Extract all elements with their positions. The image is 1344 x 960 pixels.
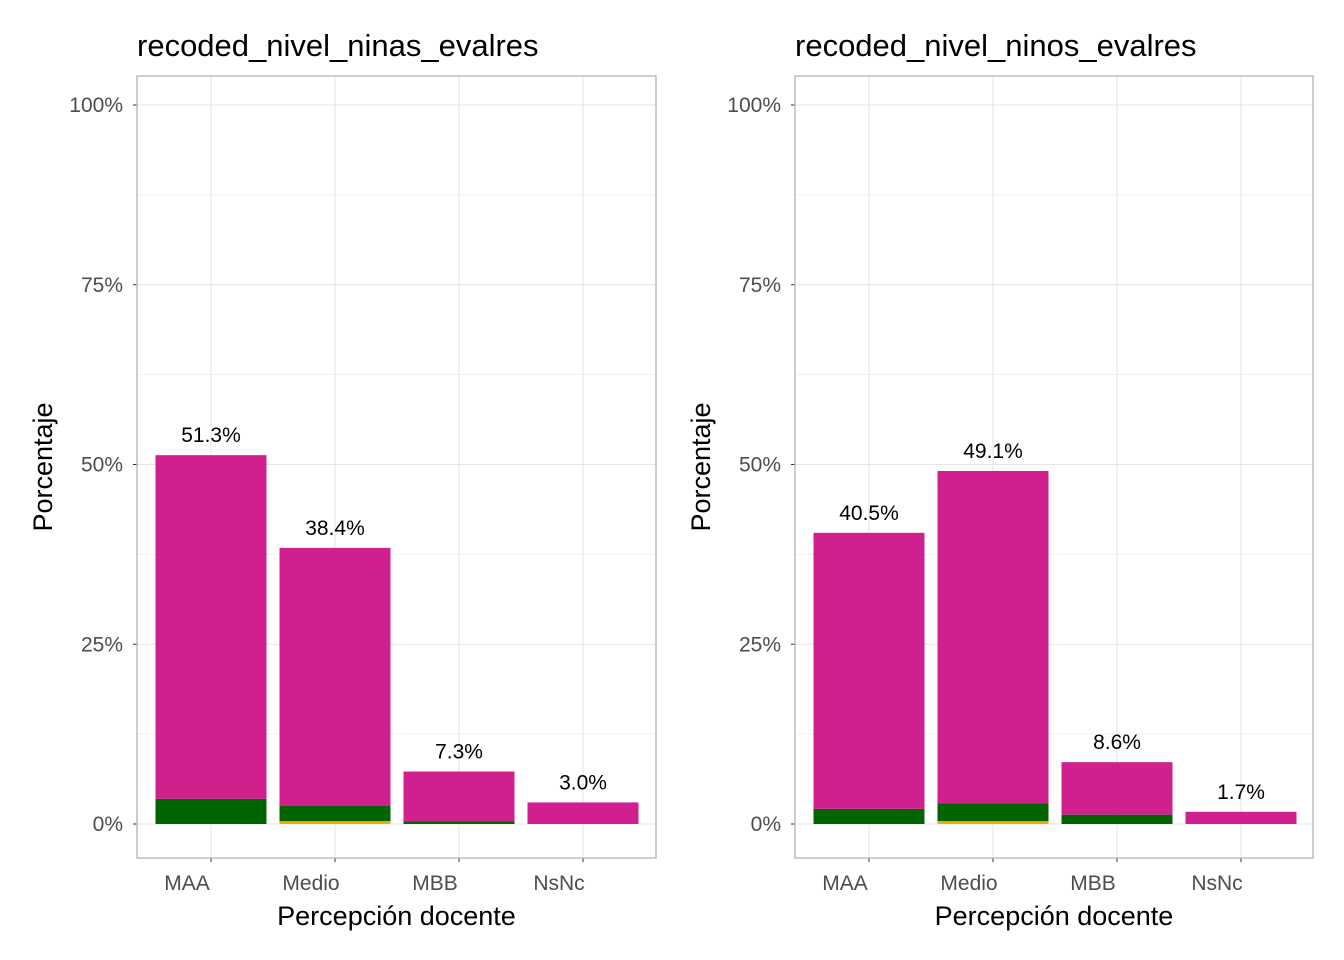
data-label: 8.6% bbox=[1093, 731, 1141, 754]
y-tick-label: 50% bbox=[81, 454, 123, 477]
bar-segment-pink bbox=[1061, 762, 1173, 815]
data-label: 7.3% bbox=[435, 741, 483, 764]
y-tick-label: 75% bbox=[81, 274, 123, 297]
data-label: 1.7% bbox=[1217, 781, 1265, 804]
panel-border bbox=[794, 75, 1314, 859]
bar-segment-green bbox=[1061, 814, 1173, 824]
x-tick-label: MBB bbox=[1070, 872, 1116, 895]
bar-segment-green bbox=[403, 821, 515, 824]
y-tick-label: 0% bbox=[93, 813, 123, 836]
y-axis-title: Porcentaje bbox=[28, 402, 58, 531]
y-tick-label: 100% bbox=[69, 94, 123, 117]
data-label: 49.1% bbox=[963, 440, 1023, 463]
data-label: 38.4% bbox=[305, 517, 365, 540]
x-axis-title: Percepción docente bbox=[277, 901, 516, 931]
data-label: 51.3% bbox=[181, 424, 241, 447]
data-label: 40.5% bbox=[839, 502, 899, 525]
panel-1: 0% 25% 50% 75% 100% 40.5% MAA 49.1% Medio 8.6% MBB… bbox=[686, 28, 1314, 931]
y-tick-label: 25% bbox=[739, 633, 781, 656]
bar-segment-pink bbox=[1185, 811, 1297, 824]
chart-title: recoded_nivel_ninas_evalres bbox=[137, 28, 539, 63]
panel-0: 0% 25% 50% 75% 100% 51.3% MAA 38.4% Medio 7.3% MBB… bbox=[28, 28, 657, 931]
x-tick-label: Medio bbox=[940, 872, 997, 895]
bar-segment-green bbox=[937, 803, 1049, 822]
bar-segment-green bbox=[155, 798, 267, 824]
bar-segment-pink bbox=[813, 532, 925, 809]
bar-segment-pink bbox=[937, 470, 1049, 804]
bar-segment-green bbox=[279, 806, 391, 822]
bar-segment-orange bbox=[937, 821, 1049, 824]
bar-segment-pink bbox=[279, 547, 391, 807]
x-tick-label: NsNc bbox=[1191, 872, 1242, 895]
y-axis-title: Porcentaje bbox=[686, 402, 716, 531]
x-tick-label: MBB bbox=[412, 872, 458, 895]
panel-border bbox=[136, 75, 657, 859]
bar-segment-orange bbox=[279, 821, 391, 824]
bar-segment-green bbox=[813, 808, 925, 824]
y-tick-label: 25% bbox=[81, 633, 123, 656]
y-tick-label: 75% bbox=[739, 274, 781, 297]
x-tick-label: NsNc bbox=[533, 872, 584, 895]
y-tick-label: 0% bbox=[751, 813, 781, 836]
x-tick-label: MAA bbox=[822, 872, 868, 895]
bar-segment-pink bbox=[403, 771, 515, 822]
data-label: 3.0% bbox=[559, 771, 607, 794]
x-tick-label: Medio bbox=[282, 872, 339, 895]
x-tick-label: MAA bbox=[164, 872, 210, 895]
y-tick-label: 100% bbox=[727, 94, 781, 117]
bar-segment-pink bbox=[527, 802, 639, 824]
bar-segment-pink bbox=[155, 455, 267, 799]
chart-title: recoded_nivel_ninos_evalres bbox=[795, 28, 1197, 63]
y-tick-label: 50% bbox=[739, 454, 781, 477]
x-axis-title: Percepción docente bbox=[935, 901, 1174, 931]
